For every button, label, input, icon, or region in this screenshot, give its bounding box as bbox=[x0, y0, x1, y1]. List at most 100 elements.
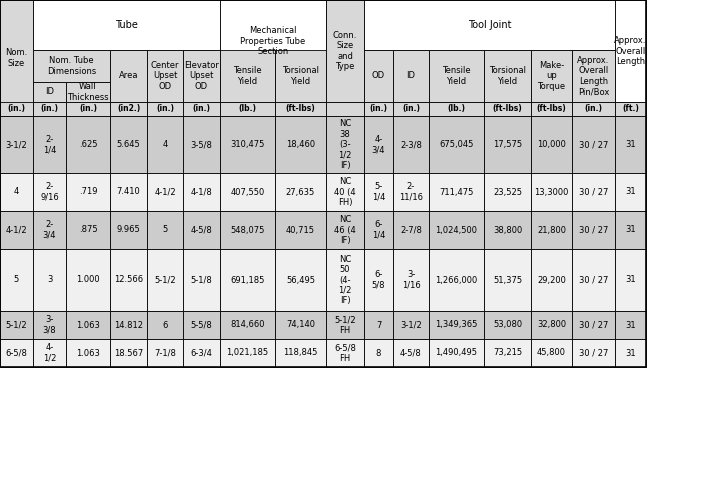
Text: Make-
up
Torque: Make- up Torque bbox=[537, 61, 566, 91]
Text: (in.): (in.) bbox=[402, 104, 420, 114]
Text: NC
46 (4
IF): NC 46 (4 IF) bbox=[334, 215, 356, 245]
Bar bbox=[615, 173, 646, 211]
Bar bbox=[484, 249, 531, 311]
Text: 5: 5 bbox=[14, 276, 19, 285]
Text: 7: 7 bbox=[376, 321, 381, 329]
Bar bbox=[66, 102, 110, 116]
Bar bbox=[147, 116, 183, 173]
Text: 4-1/2: 4-1/2 bbox=[6, 225, 27, 235]
Text: 56,495: 56,495 bbox=[286, 276, 315, 285]
Bar bbox=[275, 50, 326, 102]
Bar bbox=[615, 102, 646, 116]
Bar bbox=[531, 102, 572, 116]
Bar bbox=[572, 173, 615, 211]
Text: 2-7/8: 2-7/8 bbox=[400, 225, 422, 235]
Text: (ft-lbs): (ft-lbs) bbox=[492, 104, 523, 114]
Text: 30 / 27: 30 / 27 bbox=[579, 187, 608, 197]
Bar bbox=[615, 339, 646, 367]
Bar bbox=[484, 102, 531, 116]
Text: Tensile
Yield: Tensile Yield bbox=[442, 66, 471, 86]
Bar bbox=[429, 102, 484, 116]
Text: 17,575: 17,575 bbox=[493, 140, 522, 149]
Text: ID: ID bbox=[45, 87, 54, 97]
Bar bbox=[429, 116, 484, 173]
Text: 711,475: 711,475 bbox=[439, 187, 474, 197]
Bar bbox=[364, 249, 393, 311]
Text: (in.): (in.) bbox=[585, 104, 603, 114]
Bar bbox=[147, 173, 183, 211]
Bar bbox=[110, 339, 147, 367]
Text: 1,349,365: 1,349,365 bbox=[436, 321, 477, 329]
Bar bbox=[572, 211, 615, 249]
Bar bbox=[364, 311, 393, 339]
Bar bbox=[429, 211, 484, 249]
Bar bbox=[33, 311, 66, 339]
Text: 31: 31 bbox=[625, 225, 636, 235]
Text: 32,800: 32,800 bbox=[537, 321, 566, 329]
Bar bbox=[183, 173, 220, 211]
Bar bbox=[183, 311, 220, 339]
Text: Nom. Tube
Dimensions: Nom. Tube Dimensions bbox=[47, 56, 96, 76]
Bar bbox=[364, 102, 393, 116]
Text: 4: 4 bbox=[163, 140, 168, 149]
Text: 3-1/2: 3-1/2 bbox=[400, 321, 422, 329]
Bar bbox=[429, 339, 484, 367]
Bar bbox=[33, 82, 66, 102]
Text: 27,635: 27,635 bbox=[286, 187, 315, 197]
Bar bbox=[66, 116, 110, 173]
Bar bbox=[275, 173, 326, 211]
Bar bbox=[393, 311, 429, 339]
Text: 30 / 27: 30 / 27 bbox=[579, 225, 608, 235]
Bar bbox=[572, 339, 615, 367]
Bar bbox=[364, 173, 393, 211]
Text: Conn.
Size
and
Type: Conn. Size and Type bbox=[333, 31, 357, 71]
Text: 675,045: 675,045 bbox=[439, 140, 474, 149]
Bar bbox=[220, 249, 275, 311]
Bar bbox=[110, 249, 147, 311]
Bar bbox=[429, 249, 484, 311]
Bar bbox=[615, 311, 646, 339]
Bar bbox=[275, 116, 326, 173]
Text: 30 / 27: 30 / 27 bbox=[579, 276, 608, 285]
Text: 3-
3/8: 3- 3/8 bbox=[42, 315, 56, 335]
Bar bbox=[110, 116, 147, 173]
Bar bbox=[531, 249, 572, 311]
Bar bbox=[531, 311, 572, 339]
Bar bbox=[33, 50, 110, 82]
Bar bbox=[429, 173, 484, 211]
Text: 21,800: 21,800 bbox=[537, 225, 566, 235]
Text: Approx.
Overall
Length
Pin/Box: Approx. Overall Length Pin/Box bbox=[577, 56, 610, 96]
Text: Nom.
Size: Nom. Size bbox=[5, 48, 27, 68]
Text: NC
50
(4-
1/2
IF): NC 50 (4- 1/2 IF) bbox=[338, 255, 351, 305]
Bar bbox=[33, 339, 66, 367]
Bar bbox=[147, 50, 183, 102]
Text: 51,375: 51,375 bbox=[493, 276, 522, 285]
Bar bbox=[0, 116, 33, 173]
Text: (in.): (in.) bbox=[7, 104, 25, 114]
Text: Wall
Thickness: Wall Thickness bbox=[67, 82, 109, 102]
Bar bbox=[0, 311, 33, 339]
Text: Approx.
Overall
Length: Approx. Overall Length bbox=[614, 36, 647, 66]
Text: 13,3000: 13,3000 bbox=[534, 187, 569, 197]
Text: 1,266,000: 1,266,000 bbox=[436, 276, 477, 285]
Text: 29,200: 29,200 bbox=[537, 276, 566, 285]
Bar bbox=[66, 173, 110, 211]
Bar bbox=[110, 211, 147, 249]
Text: 6-3/4: 6-3/4 bbox=[191, 348, 212, 358]
Bar bbox=[393, 50, 429, 102]
Text: 10,000: 10,000 bbox=[537, 140, 566, 149]
Text: (in2.): (in2.) bbox=[117, 104, 140, 114]
Text: 5.645: 5.645 bbox=[117, 140, 140, 149]
Bar bbox=[275, 211, 326, 249]
Text: 3-
1/16: 3- 1/16 bbox=[402, 270, 420, 290]
Text: 548,075: 548,075 bbox=[230, 225, 265, 235]
Text: 1,490,495: 1,490,495 bbox=[436, 348, 477, 358]
Bar bbox=[572, 102, 615, 116]
Text: 4-5/8: 4-5/8 bbox=[400, 348, 422, 358]
Bar bbox=[0, 0, 33, 116]
Text: 40,715: 40,715 bbox=[286, 225, 315, 235]
Text: 1.063: 1.063 bbox=[76, 348, 100, 358]
Bar bbox=[531, 173, 572, 211]
Bar bbox=[393, 339, 429, 367]
Text: 5-1/2: 5-1/2 bbox=[6, 321, 27, 329]
